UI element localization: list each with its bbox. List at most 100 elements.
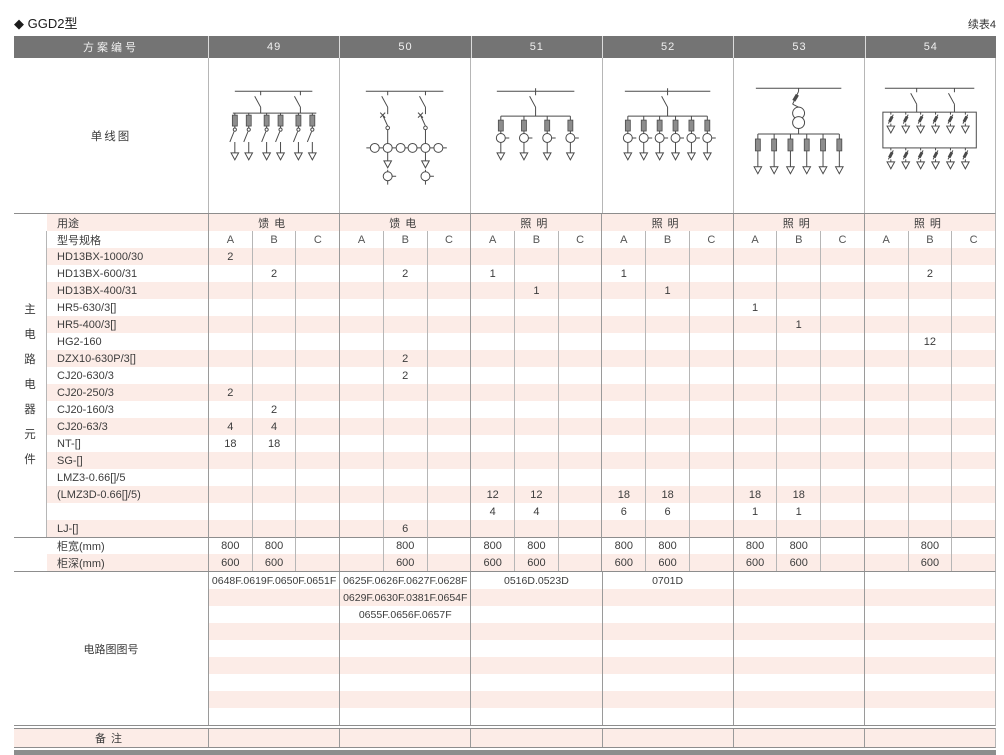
- depth-value-cell: [688, 554, 733, 571]
- circuit-number-cell: [732, 657, 864, 674]
- component-quantity-cell: [645, 248, 689, 265]
- component-quantity-cell: [295, 299, 340, 316]
- gutter-spacer: [14, 554, 47, 571]
- component-quantity-cell: [339, 486, 383, 503]
- single-line-diagram-52: [601, 58, 733, 213]
- component-quantity-cell: [820, 265, 864, 282]
- circuit-number-cell: [601, 589, 733, 606]
- depth-value-cell: 600: [601, 554, 646, 571]
- width-value-cell: [295, 537, 340, 554]
- group-label-char: 电: [24, 329, 36, 341]
- remark-cell: [863, 729, 995, 747]
- circuit-row-label: 电路图图号: [14, 572, 208, 725]
- component-quantity-cell: [820, 418, 864, 435]
- depth-value-cell: 600: [776, 554, 821, 571]
- circuit-number-cell: [339, 708, 471, 725]
- circuit-number-cell: 0516D.0523D: [470, 572, 602, 589]
- component-quantity-cell: [557, 316, 602, 333]
- component-quantity-cell: [382, 503, 427, 520]
- component-quantity-cell: [251, 486, 296, 503]
- component-quantity-cell: [776, 435, 821, 452]
- component-quantity-cell: [514, 367, 558, 384]
- component-quantity-cell: [514, 384, 558, 401]
- component-quantity-cell: [514, 418, 558, 435]
- component-quantity-cell: [514, 350, 558, 367]
- component-quantity-cell: [295, 418, 340, 435]
- component-quantity-cell: [732, 316, 777, 333]
- component-row-label: CJ20-250/3: [47, 384, 208, 401]
- usage-cell: 馈电: [208, 214, 340, 231]
- component-quantity-cell: [426, 452, 471, 469]
- depth-value-cell: [339, 554, 383, 571]
- component-quantity-cell: [382, 299, 427, 316]
- component-quantity-cell: [208, 299, 252, 316]
- subcolumn-header-cell: C: [295, 231, 340, 248]
- component-quantity-cell: [295, 265, 340, 282]
- circuit-number-cell: [863, 589, 995, 606]
- component-quantity-cell: [470, 384, 515, 401]
- component-quantity-cell: [645, 350, 689, 367]
- component-quantity-cell: [251, 384, 296, 401]
- component-quantity-cell: [382, 452, 427, 469]
- component-quantity-cell: [295, 333, 340, 350]
- circuit-number-cell: [732, 589, 864, 606]
- component-quantity-cell: [426, 418, 471, 435]
- circuit-number-cell: [470, 708, 602, 725]
- depth-value-cell: 600: [251, 554, 296, 571]
- component-quantity-cell: 1: [470, 265, 515, 282]
- component-quantity-cell: [382, 248, 427, 265]
- component-quantity-cell: [557, 486, 602, 503]
- component-quantity-cell: 4: [470, 503, 515, 520]
- component-quantity-cell: [820, 248, 864, 265]
- component-quantity-cell: [601, 333, 646, 350]
- circuit-number-cell: [863, 623, 995, 640]
- group-label-char: 器: [24, 404, 36, 416]
- remark-cell: [601, 729, 733, 747]
- component-quantity-cell: [907, 503, 952, 520]
- component-quantity-cell: [514, 452, 558, 469]
- component-quantity-cell: [557, 435, 602, 452]
- scheme-number-cell: 53: [733, 36, 864, 58]
- circuit-number-cell: [339, 657, 471, 674]
- component-quantity-cell: [907, 248, 952, 265]
- component-quantity-cell: 6: [382, 520, 427, 537]
- component-quantity-cell: [820, 435, 864, 452]
- component-quantity-cell: [951, 452, 995, 469]
- component-row-label: HD13BX-600/31: [47, 265, 208, 282]
- subcolumn-header-cell: A: [339, 231, 383, 248]
- component-quantity-cell: [426, 435, 471, 452]
- component-quantity-cell: [295, 248, 340, 265]
- component-quantity-cell: 18: [601, 486, 646, 503]
- subcolumn-header-cell: B: [251, 231, 296, 248]
- component-quantity-cell: [557, 299, 602, 316]
- component-quantity-cell: [951, 350, 995, 367]
- component-quantity-cell: [601, 452, 646, 469]
- component-quantity-cell: [951, 503, 995, 520]
- component-quantity-cell: [339, 265, 383, 282]
- component-quantity-cell: [339, 350, 383, 367]
- group-label-char: 电: [24, 379, 36, 391]
- component-quantity-cell: [820, 299, 864, 316]
- component-quantity-cell: [339, 520, 383, 537]
- usage-cell: 照明: [732, 214, 864, 231]
- component-quantity-cell: [514, 299, 558, 316]
- circuit-number-cell: [470, 606, 602, 623]
- page-header: ◆ GGD2型 续表4: [14, 4, 996, 36]
- component-quantity-cell: [863, 503, 908, 520]
- circuit-number-cell: [732, 708, 864, 725]
- circuit-number-cell: [601, 640, 733, 657]
- scheme-header-label: 方案编号: [83, 42, 139, 54]
- component-quantity-cell: [295, 452, 340, 469]
- scheme-number-cell: 51: [470, 36, 602, 58]
- component-quantity-cell: [601, 401, 646, 418]
- component-quantity-cell: [820, 282, 864, 299]
- component-quantity-cell: [470, 401, 515, 418]
- component-quantity-cell: [863, 248, 908, 265]
- component-quantity-cell: [863, 469, 908, 486]
- circuit-number-cell: [601, 623, 733, 640]
- component-quantity-cell: [688, 418, 733, 435]
- component-quantity-cell: [339, 401, 383, 418]
- component-quantity-cell: [732, 350, 777, 367]
- component-quantity-cell: [557, 520, 602, 537]
